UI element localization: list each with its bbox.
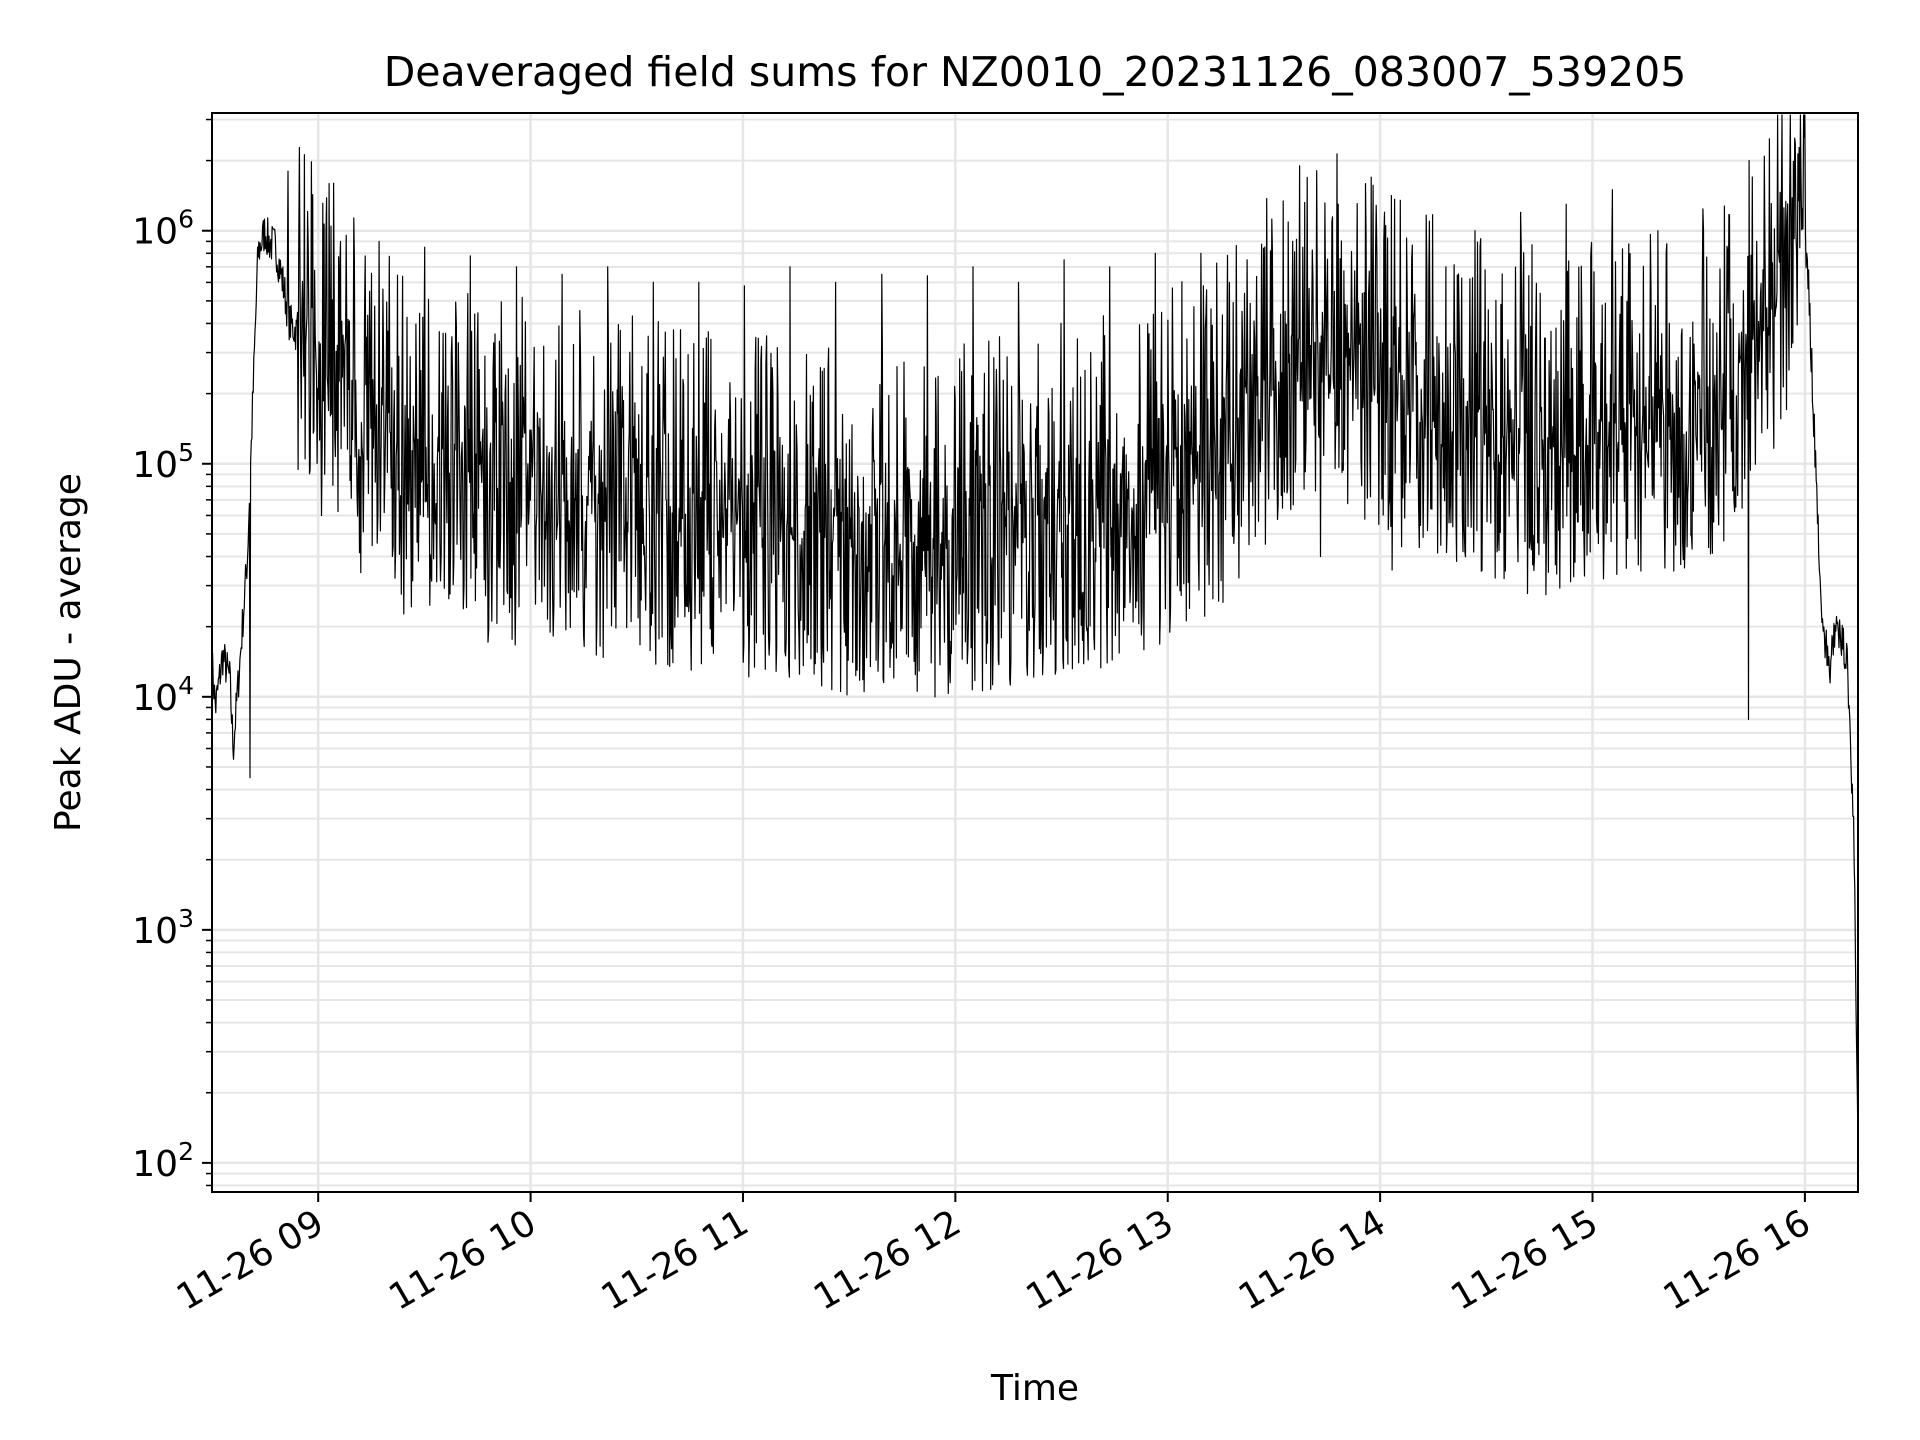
y-axis-label: Peak ADU - average (48, 473, 89, 832)
major-gridlines (212, 113, 1858, 1192)
y-tick-label: 104 (132, 671, 194, 719)
plot-frame (211, 112, 1859, 1193)
series-line (211, 114, 1859, 1151)
y-axis-ticks: 102 103 104 105 106 (132, 118, 212, 1187)
y-tick-label: 102 (132, 1137, 194, 1185)
x-axis-label: Time (990, 1368, 1079, 1409)
chart-title: Deaveraged field sums for NZ0010_2023112… (384, 48, 1687, 96)
y-tick-label: 103 (132, 904, 194, 952)
y-tick-label: 105 (132, 438, 194, 486)
y-tick-label: 106 (132, 205, 194, 253)
